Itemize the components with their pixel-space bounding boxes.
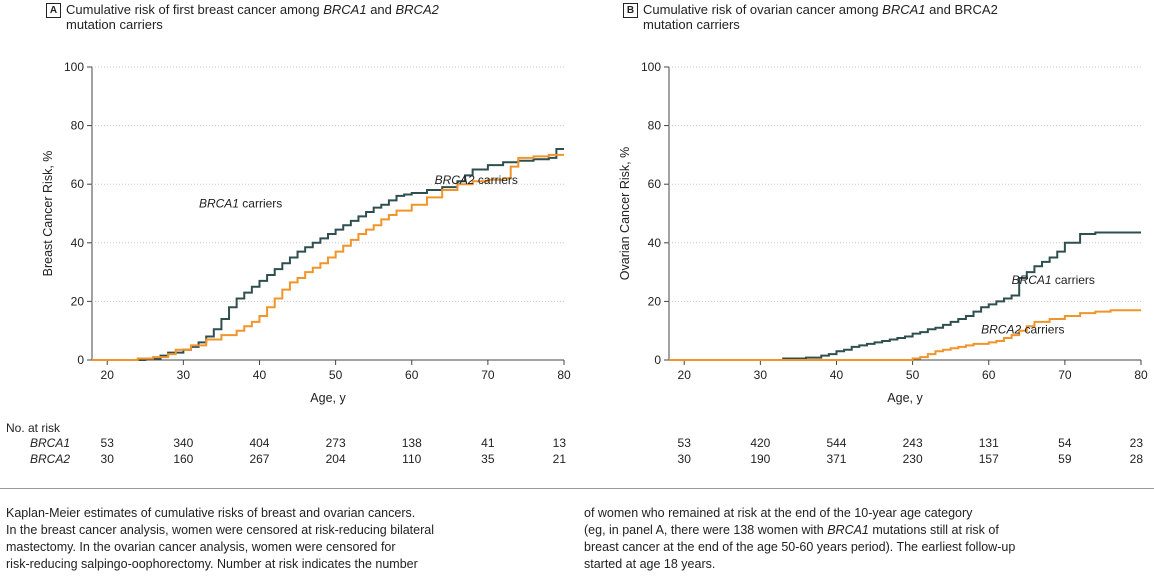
x-axis-label: Age, y bbox=[887, 391, 923, 405]
at-risk-cell: 157 bbox=[978, 452, 999, 466]
at-risk-cell: 544 bbox=[826, 436, 847, 450]
y-tick-label: 20 bbox=[71, 294, 85, 308]
caption-line: Kaplan-Meier estimates of cumulative ris… bbox=[6, 506, 416, 520]
caption-line: breast cancer at the end of the age 50-6… bbox=[584, 540, 1016, 554]
title-line-2: mutation carriers bbox=[643, 17, 740, 32]
caption-right: of women who remained at risk at the end… bbox=[584, 505, 1015, 573]
caption-line: of women who remained at risk at the end… bbox=[584, 506, 973, 520]
at-risk-cell: 371 bbox=[826, 452, 847, 466]
series-line-brca1 bbox=[669, 231, 1141, 361]
title-text: Cumulative risk of first breast cancer a… bbox=[66, 2, 324, 17]
x-tick-label: 60 bbox=[405, 368, 419, 382]
title-text: Cumulative risk of ovarian cancer among bbox=[643, 2, 883, 17]
series-label-brca2: BRCA2 carriers bbox=[435, 173, 518, 187]
at-risk-cell: 35 bbox=[481, 452, 495, 466]
series-label-brca1: BRCA1 carriers bbox=[1012, 273, 1095, 287]
at-risk-cell: 54 bbox=[1058, 436, 1072, 450]
series-line-brca2 bbox=[669, 309, 1141, 361]
at-risk-cell: 420 bbox=[750, 436, 771, 450]
x-axis-label: Age, y bbox=[310, 391, 346, 405]
at-risk-cell: 28 bbox=[1129, 452, 1143, 466]
series-label-brca2: BRCA2 carriers bbox=[981, 323, 1064, 337]
at-risk-cell: 30 bbox=[100, 452, 114, 466]
caption-text: (eg, in panel A, there were 138 women wi… bbox=[584, 523, 828, 537]
x-tick-label: 80 bbox=[557, 368, 571, 382]
y-tick-label: 60 bbox=[648, 177, 662, 191]
x-tick-label: 70 bbox=[1058, 368, 1072, 382]
x-tick-label: 50 bbox=[329, 368, 343, 382]
at-risk-cell: 41 bbox=[481, 436, 495, 450]
title-line-2: mutation carriers bbox=[66, 17, 163, 32]
divider bbox=[0, 488, 1154, 489]
at-risk-cell: 23 bbox=[1129, 436, 1143, 450]
at-risk-cell: 53 bbox=[677, 436, 691, 450]
caption-line: risk-reducing salpingo-oophorectomy. Num… bbox=[6, 557, 418, 571]
x-tick-label: 20 bbox=[101, 368, 115, 382]
y-tick-label: 0 bbox=[77, 353, 84, 367]
x-tick-label: 70 bbox=[481, 368, 495, 382]
at-risk-cell: 131 bbox=[978, 436, 999, 450]
chart-b: 0 20 40 60 80 100 20 30 40 50 60 70 80 Age, y Ovarian … bbox=[618, 60, 1148, 405]
caption-line: In the breast cancer analysis, women wer… bbox=[6, 523, 434, 537]
y-tick-label: 100 bbox=[641, 60, 661, 74]
panel-letter: B bbox=[623, 3, 638, 18]
y-tick-label: 80 bbox=[648, 119, 662, 133]
series-line-brca2 bbox=[92, 153, 564, 361]
at-risk-row-label: BRCA1 bbox=[30, 436, 71, 450]
at-risk-cell: 340 bbox=[173, 436, 194, 450]
at-risk-cell: 21 bbox=[552, 452, 566, 466]
series-label-brca1: BRCA1 carriers bbox=[199, 197, 282, 211]
panel-letter: A bbox=[46, 3, 61, 18]
caption-line: (eg, in panel A, there were 138 women wi… bbox=[584, 522, 1015, 539]
y-tick-label: 80 bbox=[71, 119, 85, 133]
y-tick-label: 60 bbox=[71, 177, 85, 191]
x-tick-label: 50 bbox=[906, 368, 920, 382]
at-risk-cell: 138 bbox=[401, 436, 422, 450]
at-risk-cell: 267 bbox=[249, 452, 270, 466]
caption-gene: BRCA1 bbox=[827, 523, 869, 537]
y-tick-label: 40 bbox=[648, 236, 662, 250]
y-tick-label: 0 bbox=[654, 353, 661, 367]
caption-line: mastectomy. In the ovarian cancer analys… bbox=[6, 540, 396, 554]
chart-a: 0 20 40 60 80 100 20 30 40 50 60 70 80 Age, y Breast C… bbox=[41, 60, 571, 405]
panel-title: Cumulative risk of first breast cancer a… bbox=[66, 2, 439, 32]
caption-left: Kaplan-Meier estimates of cumulative ris… bbox=[6, 505, 434, 573]
x-tick-label: 30 bbox=[754, 368, 768, 382]
at-risk-cell: 243 bbox=[902, 436, 923, 450]
at-risk-cell: 30 bbox=[677, 452, 691, 466]
at-risk-cell: 204 bbox=[325, 452, 346, 466]
at-risk-cell: 13 bbox=[552, 436, 566, 450]
title-gene-2: BRCA2 bbox=[395, 2, 439, 17]
y-tick-label: 20 bbox=[648, 294, 662, 308]
at-risk-cell: 110 bbox=[402, 452, 422, 466]
at-risk-cell: 404 bbox=[249, 436, 270, 450]
at-risk-row-label: BRCA2 bbox=[30, 452, 71, 466]
at-risk-cell: 190 bbox=[750, 452, 771, 466]
x-tick-label: 20 bbox=[678, 368, 692, 382]
x-tick-label: 40 bbox=[830, 368, 844, 382]
y-axis-label: Breast Cancer Risk, % bbox=[41, 151, 55, 277]
x-tick-label: 80 bbox=[1134, 368, 1148, 382]
panel-title: Cumulative risk of ovarian cancer among … bbox=[643, 2, 998, 32]
at-risk-cell: 273 bbox=[325, 436, 346, 450]
at-risk-cell: 53 bbox=[100, 436, 114, 450]
y-axis-label: Ovarian Cancer Risk, % bbox=[618, 147, 632, 280]
at-risk-cell: 160 bbox=[173, 452, 194, 466]
at-risk-cell: 59 bbox=[1058, 452, 1072, 466]
x-tick-label: 40 bbox=[253, 368, 267, 382]
title-text-2: and BRCA2 bbox=[925, 2, 998, 17]
y-tick-label: 40 bbox=[71, 236, 85, 250]
x-tick-label: 30 bbox=[177, 368, 191, 382]
caption-line: started at age 18 years. bbox=[584, 557, 716, 571]
title-gene-1: BRCA1 bbox=[882, 2, 926, 17]
x-tick-label: 60 bbox=[982, 368, 996, 382]
caption-text: mutations still at risk of bbox=[868, 523, 999, 537]
at-risk-heading: No. at risk bbox=[6, 421, 61, 435]
series-line-brca1 bbox=[92, 148, 564, 361]
at-risk-cell: 230 bbox=[902, 452, 923, 466]
title-text-2: and bbox=[366, 2, 396, 17]
title-gene-1: BRCA1 bbox=[323, 2, 367, 17]
y-tick-label: 100 bbox=[64, 60, 84, 74]
